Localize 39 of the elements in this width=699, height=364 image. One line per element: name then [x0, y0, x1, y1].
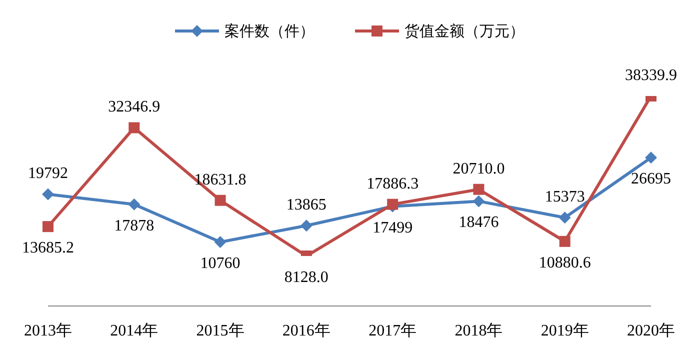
point — [42, 221, 54, 232]
legend-label: 货值金额（万元） — [404, 22, 524, 40]
x-tick-label: 2014年 — [110, 322, 158, 340]
point — [559, 236, 570, 247]
data-label: 26695 — [631, 170, 671, 188]
data-label: 38339.9 — [625, 67, 677, 84]
data-label: 8128.0 — [284, 269, 328, 286]
point — [128, 198, 140, 210]
data-label: 13865 — [286, 196, 326, 214]
data-label: 19792 — [28, 165, 68, 182]
point — [128, 122, 140, 134]
data-label: 20710.0 — [452, 160, 505, 178]
x-tick-label: 2020年 — [627, 322, 675, 340]
data-label: 15373 — [544, 188, 585, 206]
x-tick-label: 2016年 — [282, 322, 330, 340]
data-label: 18631.8 — [194, 171, 246, 188]
point — [473, 184, 484, 195]
x-tick-label: 2017年 — [368, 322, 417, 340]
data-label: 32346.9 — [108, 98, 160, 116]
data-label: 17499 — [372, 219, 413, 236]
point — [214, 236, 226, 248]
data-label: 17878 — [114, 217, 154, 234]
x-tick-label: 2019年 — [540, 322, 589, 340]
data-label: 17886.3 — [366, 175, 419, 192]
data-label: 10760 — [200, 255, 240, 272]
x-tick-label: 2015年 — [196, 322, 244, 340]
x-tick-label: 2013年 — [24, 322, 72, 340]
data-label: 13685.2 — [22, 240, 74, 257]
point — [300, 220, 312, 232]
point — [214, 194, 226, 206]
point — [558, 212, 571, 224]
point — [645, 152, 657, 164]
legend-label: 案件数（件） — [224, 22, 314, 40]
point — [42, 188, 54, 200]
point — [472, 195, 485, 208]
data-label: 10880.6 — [538, 254, 591, 272]
x-tick-label: 2018年 — [454, 322, 503, 340]
data-label: 18476 — [458, 214, 499, 232]
point — [387, 198, 398, 210]
